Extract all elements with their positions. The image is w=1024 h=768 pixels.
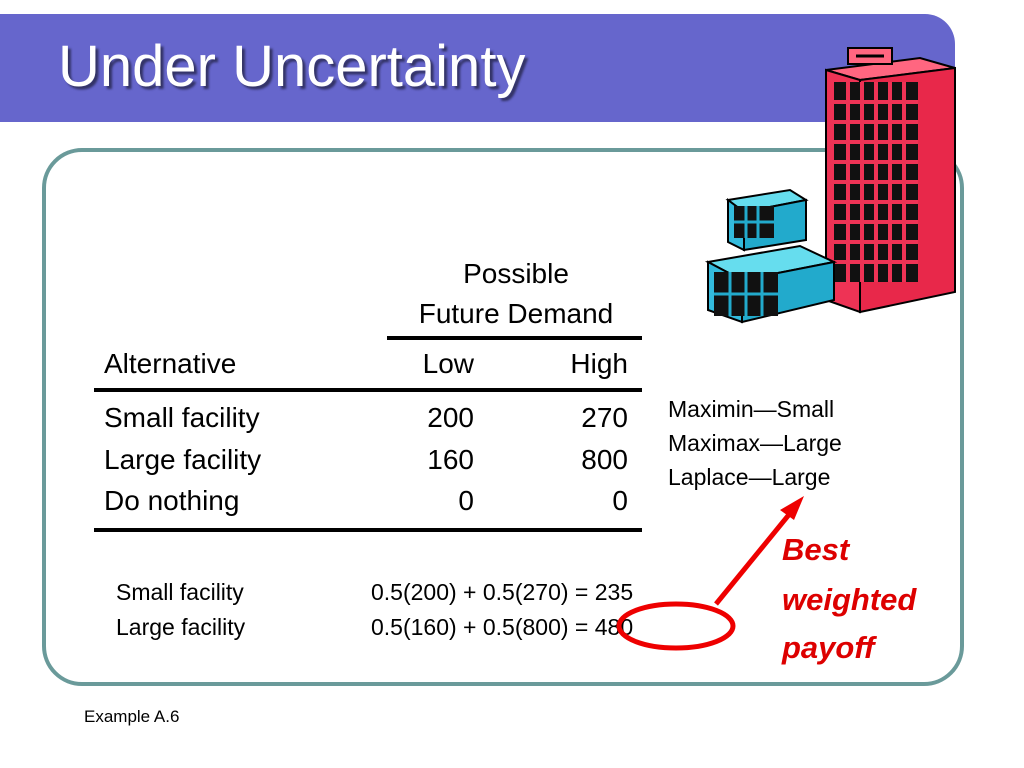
highlight-circle — [616, 601, 736, 651]
example-label: Example A.6 — [84, 707, 180, 726]
row-low-value: 160 — [427, 444, 474, 475]
content-panel — [42, 148, 964, 686]
criterion-laplace: Laplace—Large — [668, 464, 831, 490]
calc-label: Large facility — [116, 614, 246, 640]
pointer-arrow — [714, 504, 798, 606]
annotation-line-best: Best — [782, 532, 850, 567]
row-high-value: 270 — [581, 402, 628, 433]
table-bottom-rule — [94, 528, 642, 532]
row-low-value: 200 — [427, 402, 474, 433]
row-low-value: 0 — [458, 485, 474, 516]
criterion-maximin: Maximin—Small — [668, 396, 835, 422]
group-header-line-2: Future Demand — [418, 298, 614, 329]
pointer-arrowhead — [780, 496, 804, 520]
calc-formula: 0.5(160) + 0.5(800) = 480 — [371, 614, 634, 640]
row-alternative: Do nothing — [104, 485, 240, 516]
column-header-high: High — [570, 348, 628, 379]
column-header-low: Low — [422, 348, 474, 379]
group-header-line-1: Possible — [463, 258, 569, 289]
column-header-alternative: Alternative — [104, 348, 237, 379]
title-bar — [0, 14, 955, 122]
group-header-rule — [387, 336, 642, 340]
row-high-value: 0 — [612, 485, 628, 516]
annotation-line-payoff: payoff — [782, 630, 875, 665]
calc-label: Small facility — [116, 579, 244, 605]
criterion-maximax: Maximax—Large — [668, 430, 842, 456]
row-high-value: 800 — [581, 444, 628, 475]
header-rule — [94, 388, 642, 392]
row-alternative: Large facility — [104, 444, 262, 475]
annotation-line-weighted: weighted — [782, 582, 917, 617]
row-alternative: Small facility — [104, 402, 260, 433]
slide-title: Under Uncertainty — [58, 34, 526, 99]
calc-formula: 0.5(200) + 0.5(270) = 235 — [371, 579, 634, 605]
